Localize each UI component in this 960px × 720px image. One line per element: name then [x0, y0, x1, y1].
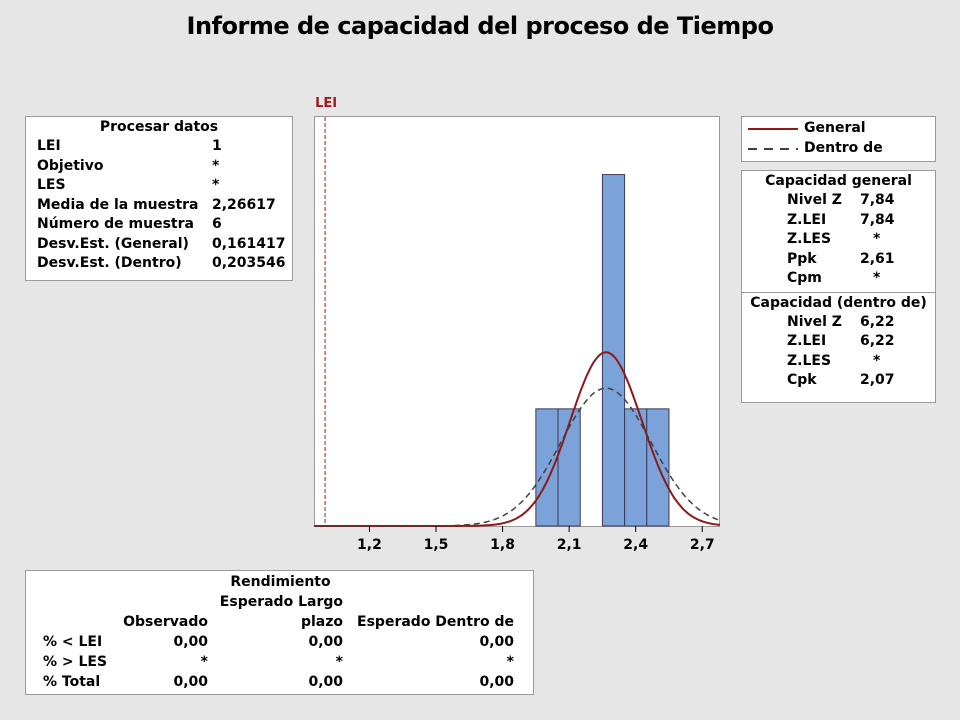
process-data-row: Desv.Est. (Dentro) 0,203546 [37, 254, 292, 274]
col-expected-long-2: plazo [300, 614, 343, 630]
capability-row: Nivel Z 6,22 [742, 313, 935, 333]
performance-expected-within-value: 0,00 [479, 674, 514, 690]
capability-value: 6,22 [860, 333, 895, 349]
process-data-value: 6 [212, 216, 222, 232]
capability-label: Nivel Z [787, 192, 842, 208]
histogram-bar [535, 408, 559, 527]
performance-observed-value: * [200, 654, 208, 670]
x-tick-label: 1,8 [490, 537, 515, 553]
col-expected-long-1: Esperado Largo [219, 594, 343, 610]
process-data-label: Desv.Est. (Dentro) [37, 255, 182, 271]
capability-row: Ppk 2,61 [742, 250, 935, 270]
capability-value: * [873, 270, 881, 286]
process-data-row: Número de muestra 6 [37, 215, 292, 235]
process-data-row: LES * [37, 176, 292, 196]
capability-label: Ppk [787, 250, 817, 267]
histogram-bar [601, 174, 626, 527]
capability-label: Cpm [787, 270, 822, 286]
process-data-panel: Procesar datos LEI 1 Objetivo * LES * Media de… [25, 116, 293, 281]
process-data-value: * [212, 157, 220, 174]
performance-observed-value: 0,00 [173, 674, 208, 690]
performance-expected-within-value: 0,00 [479, 634, 514, 650]
performance-expected-long-value: * [335, 654, 343, 670]
performance-row-label: % < LEI [43, 634, 103, 650]
fit-curve-general [314, 351, 721, 527]
performance-row-label: % > LES [43, 654, 108, 670]
process-data-value: 1 [212, 138, 222, 154]
capability-value: 6,22 [860, 313, 895, 330]
process-data-value: 0,203546 [212, 255, 286, 271]
process-data-row: LEI 1 [37, 137, 292, 157]
lsl-label: LEI [315, 96, 337, 111]
performance-row-label: % Total [43, 674, 101, 690]
capability-label: Nivel Z [787, 313, 842, 330]
legend-item-within: Dentro de [742, 138, 935, 158]
within-capability-header: Capacidad (dentro de) [750, 294, 927, 311]
process-data-label: Media de la muestra [37, 196, 199, 213]
process-data-header: Procesar datos [99, 119, 219, 135]
capability-row: Z.LES * [742, 352, 935, 372]
performance-expected-long-value: 0,00 [308, 674, 343, 690]
process-data-value: 0,161417 [212, 235, 286, 252]
process-data-label: Objetivo [37, 157, 104, 174]
capability-histogram-chart: LEI 1,2 1,5 1,8 2,1 2,4 2,7 [314, 96, 721, 553]
x-tick-label: 2,1 [557, 537, 582, 553]
performance-panel: Rendimiento Esperado Largo Observado pla… [25, 570, 534, 695]
process-data-value: * [212, 177, 220, 193]
capability-label: Z.LEI [787, 333, 827, 349]
col-expected-within: Esperado Dentro de [357, 614, 514, 630]
capability-value: * [873, 231, 881, 247]
capability-label: Z.LES [787, 352, 832, 369]
process-data-row: Objetivo * [37, 157, 292, 177]
process-data-value: 2,26617 [212, 196, 276, 213]
process-data-label: Número de muestra [37, 216, 194, 232]
legend-item-general: General [742, 118, 935, 138]
capability-row: Cpm * [742, 269, 935, 289]
capability-label: Cpk [787, 372, 817, 388]
x-tick-label: 1,5 [424, 537, 449, 553]
legend-label-within: Dentro de [804, 140, 883, 156]
performance-row: % > LES * * * [26, 653, 535, 672]
x-tick-label: 2,4 [623, 537, 648, 553]
capability-label: Z.LEI [787, 211, 827, 228]
overall-capability-header: Capacidad general [765, 173, 912, 189]
process-data-label: LES [37, 177, 66, 193]
performance-expected-long-value: 0,00 [308, 634, 343, 650]
page-title: Informe de capacidad del proceso de Tiem… [186, 12, 774, 40]
performance-row: % < LEI 0,00 0,00 0,00 [26, 633, 535, 652]
capability-value: 2,07 [860, 372, 895, 388]
divider [742, 291, 935, 293]
legend: General Dentro de [741, 116, 936, 162]
performance-header: Rendimiento [230, 574, 331, 590]
process-data-label: Desv.Est. (General) [37, 235, 189, 252]
process-data-label: LEI [37, 138, 61, 154]
fit-curve-within [314, 387, 721, 527]
capability-row: Cpk 2,07 [742, 371, 935, 391]
capability-value: 7,84 [860, 192, 895, 208]
x-tick-label: 1,2 [357, 537, 382, 553]
legend-label-general: General [804, 120, 866, 136]
capability-value: 2,61 [860, 250, 895, 267]
capability-panel: Capacidad general Nivel Z 7,84 Z.LEI 7,84 Z.… [741, 170, 936, 403]
capability-row: Z.LEI 6,22 [742, 332, 935, 352]
x-tick-label: 2,7 [690, 537, 715, 553]
process-data-row: Desv.Est. (General) 0,161417 [37, 235, 292, 255]
col-observed: Observado [123, 614, 208, 630]
capability-row: Nivel Z 7,84 [742, 191, 935, 211]
performance-row: % Total 0,00 0,00 0,00 [26, 673, 535, 692]
capability-label: Z.LES [787, 231, 832, 247]
process-data-row: Media de la muestra 2,26617 [37, 196, 292, 216]
performance-expected-within-value: * [506, 654, 514, 670]
performance-observed-value: 0,00 [173, 634, 208, 650]
capability-value: * [873, 352, 881, 369]
capability-row: Z.LEI 7,84 [742, 211, 935, 231]
capability-row: Z.LES * [742, 230, 935, 250]
capability-value: 7,84 [860, 211, 895, 228]
